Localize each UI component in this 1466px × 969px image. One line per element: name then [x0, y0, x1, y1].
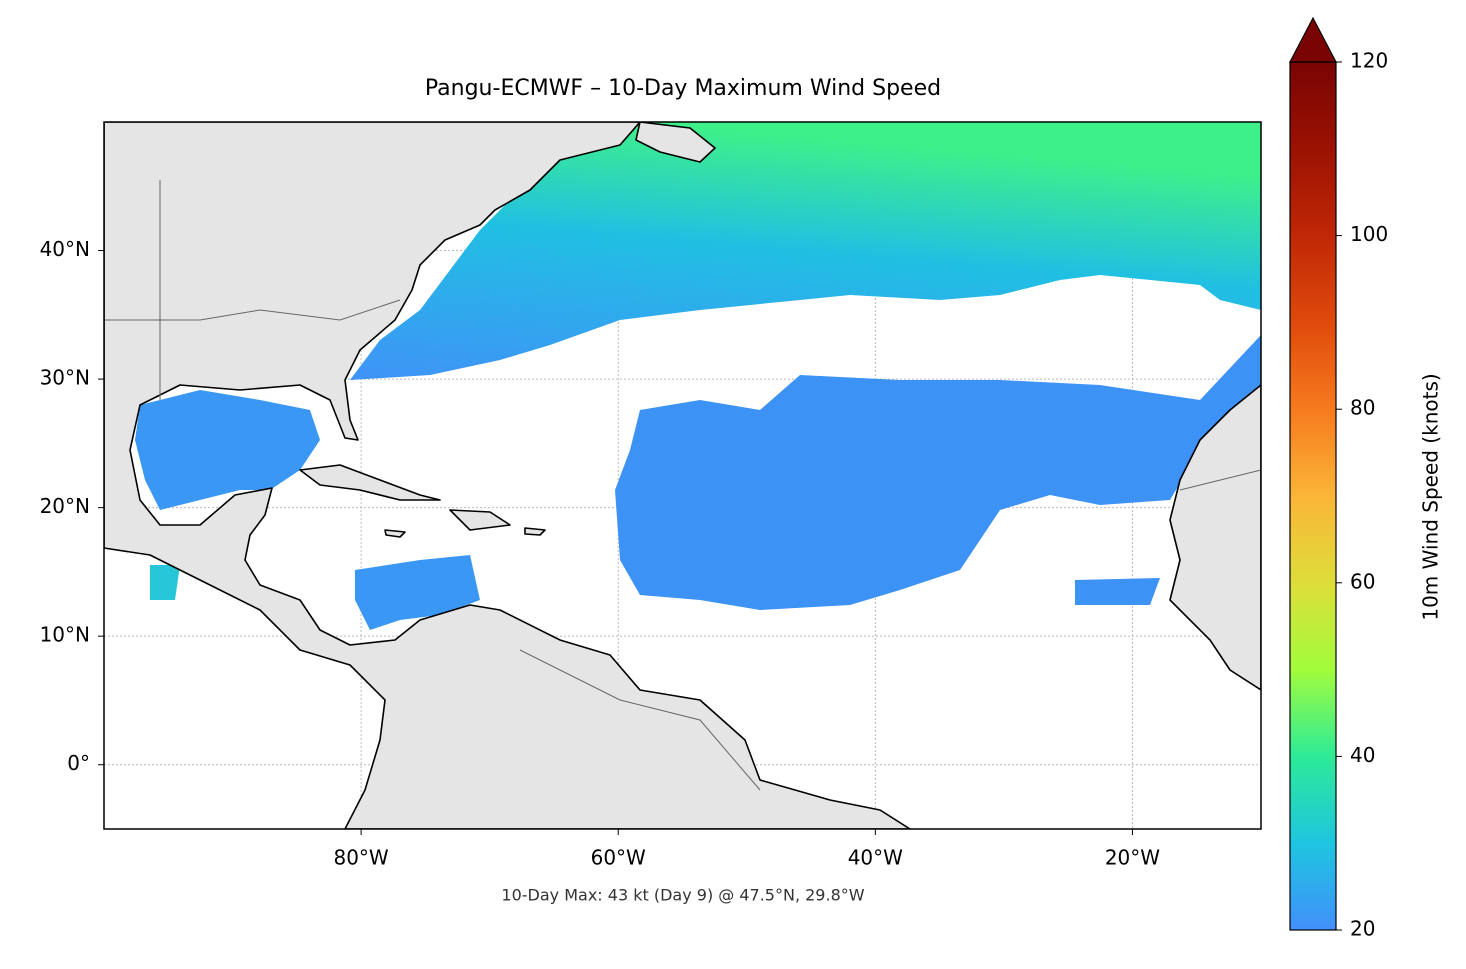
land — [635, 122, 716, 163]
border — [104, 299, 401, 321]
y-tick-label: 40°N — [40, 237, 90, 261]
border — [519, 649, 761, 791]
axis-ticks: 80°W 60°W 40°W 20°W 0° 10°N 20°N 30°N 40°N — [40, 237, 1161, 869]
wind-field — [150, 565, 180, 600]
colorbar-frame — [1289, 61, 1337, 931]
land — [1169, 384, 1261, 691]
colorbar — [1290, 62, 1336, 930]
land — [104, 122, 911, 829]
wind-field — [350, 122, 1261, 380]
x-tick-label: 20°W — [1105, 846, 1160, 870]
colorbar-extend — [1289, 16, 1337, 63]
colorbar-tick-label: 120 — [1350, 49, 1388, 73]
y-tick-label: 0° — [67, 751, 90, 775]
colorbar-tick-label: 100 — [1350, 222, 1388, 246]
colorbar-tick-label: 20 — [1350, 917, 1375, 941]
colorbar-tick-label: 60 — [1350, 569, 1375, 593]
x-tick-label: 60°W — [591, 846, 646, 870]
island — [299, 464, 441, 501]
y-tick-label: 30°N — [40, 366, 90, 390]
island — [449, 509, 511, 531]
wind-field — [1075, 578, 1160, 605]
annotation: 10-Day Max: 43 kt (Day 9) @ 47.5°N, 29.8… — [501, 886, 864, 905]
colorbar-label: 10m Wind Speed (knots) — [1419, 373, 1443, 620]
wind-field — [135, 390, 320, 510]
title: Pangu-ECMWF – 10-Day Maximum Wind Speed — [425, 76, 941, 101]
colorbar-tick-label: 80 — [1350, 396, 1375, 420]
map-area — [104, 122, 1261, 829]
island — [384, 529, 406, 538]
wind-field — [615, 335, 1261, 610]
colorbar-ticks: 20 40 60 80 100 120 — [1336, 49, 1388, 941]
y-tick-label: 10°N — [40, 623, 90, 647]
colorbar-tick-label: 40 — [1350, 743, 1375, 767]
x-tick-label: 80°W — [333, 846, 388, 870]
border — [1179, 469, 1261, 491]
map-frame — [103, 121, 1262, 830]
y-tick-label: 20°N — [40, 494, 90, 518]
island — [524, 527, 546, 536]
x-tick-label: 40°W — [848, 846, 903, 870]
